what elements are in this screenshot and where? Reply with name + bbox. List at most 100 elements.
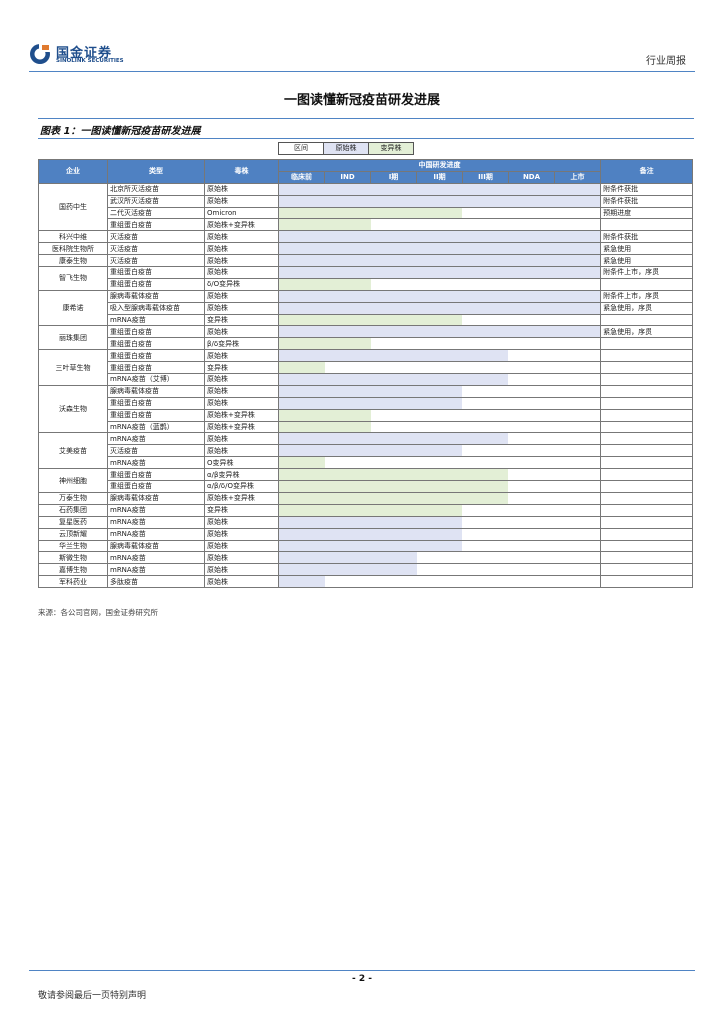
cell-strain: 原始株 bbox=[204, 563, 279, 577]
cell-company: 神州细胞 bbox=[38, 468, 108, 493]
table-row: 万泰生物 腺病毒载体疫苗 原始株+变异株 bbox=[38, 491, 694, 505]
cell-note: 附条件上市，序贯 bbox=[600, 266, 694, 279]
progress-bar bbox=[279, 184, 600, 195]
cell-strain: 原始株 bbox=[204, 182, 279, 196]
cell-progress bbox=[277, 432, 602, 446]
cell-type: 灭活疫苗 bbox=[107, 444, 205, 458]
cell-note bbox=[600, 563, 694, 577]
cell-progress bbox=[277, 277, 602, 291]
progress-bar bbox=[279, 267, 600, 278]
progress-bar bbox=[279, 315, 463, 325]
cell-progress bbox=[277, 539, 602, 553]
cell-progress bbox=[277, 373, 602, 386]
cell-type: 重组蛋白疫苗 bbox=[107, 396, 205, 410]
cell-note bbox=[600, 432, 694, 446]
progress-bar bbox=[279, 338, 371, 349]
cell-progress bbox=[277, 420, 602, 434]
cell-strain: α/β变异株 bbox=[204, 468, 279, 482]
cell-note bbox=[600, 408, 694, 422]
cell-strain: 原始株+变异株 bbox=[204, 420, 279, 434]
cell-company: 国药中生 bbox=[38, 182, 108, 232]
cell-strain: 原始株 bbox=[204, 325, 279, 339]
cell-type: mRNA疫苗 bbox=[107, 527, 205, 541]
cell-strain: β/δ变异株 bbox=[204, 337, 279, 351]
progress-bar bbox=[279, 362, 325, 373]
progress-bar bbox=[279, 279, 371, 290]
progress-bar bbox=[279, 564, 417, 575]
logo-text-cn: 国金证券 bbox=[56, 46, 113, 61]
cell-type: mRNA疫苗 bbox=[107, 563, 205, 577]
cell-type: 重组蛋白疫苗 bbox=[107, 408, 205, 422]
cell-note: 紧急使用，序贯 bbox=[600, 301, 694, 315]
cell-progress bbox=[277, 218, 602, 232]
progress-bar bbox=[279, 493, 509, 504]
cell-note: 紧急使用 bbox=[600, 242, 694, 256]
table-row: 重组蛋白疫苗 α/β/δ/O变异株 bbox=[39, 480, 694, 493]
cell-note bbox=[600, 277, 694, 291]
progress-bar bbox=[279, 243, 600, 254]
cell-strain: 原始株 bbox=[204, 444, 279, 458]
cell-type: mRNA疫苗（艾博） bbox=[107, 373, 205, 386]
header-type: 类型 bbox=[107, 159, 205, 184]
table-row: 重组蛋白疫苗 β/δ变异株 bbox=[39, 337, 694, 351]
progress-bar bbox=[279, 529, 463, 540]
cell-type: 重组蛋白疫苗 bbox=[107, 218, 205, 232]
table-row: 医科院生物所 灭活疫苗 原始株 紧急使用 bbox=[38, 242, 694, 256]
cell-company: 康希诺 bbox=[38, 289, 108, 327]
progress-bar bbox=[279, 469, 509, 480]
cell-note bbox=[600, 396, 694, 410]
cell-note bbox=[600, 361, 694, 375]
cell-note bbox=[600, 456, 694, 470]
cell-strain: 原始株 bbox=[204, 242, 279, 256]
cell-company: 斯微生物 bbox=[38, 551, 108, 565]
cell-note: 附条件上市，序贯 bbox=[600, 289, 694, 303]
cell-type: 腺病毒载体疫苗 bbox=[107, 384, 205, 398]
cell-type: mRNA疫苗 bbox=[107, 503, 205, 517]
cell-strain: 原始株 bbox=[204, 396, 279, 410]
cell-company: 智飞生物 bbox=[38, 266, 108, 291]
cell-company: 云顶新耀 bbox=[38, 527, 108, 541]
progress-bar bbox=[279, 303, 600, 314]
cell-company: 华兰生物 bbox=[38, 539, 108, 553]
header-divider bbox=[29, 71, 695, 72]
progress-bar bbox=[279, 445, 463, 456]
cell-note bbox=[600, 313, 694, 327]
cell-strain: 原始株 bbox=[204, 349, 279, 363]
cell-progress bbox=[277, 337, 602, 351]
cell-progress bbox=[277, 361, 602, 375]
cell-strain: 原始株 bbox=[204, 289, 279, 303]
cell-strain: δ/O变异株 bbox=[204, 277, 279, 291]
progress-bar bbox=[279, 374, 509, 385]
cell-type: 腺病毒载体疫苗 bbox=[107, 491, 205, 505]
cell-progress bbox=[277, 551, 602, 565]
cell-strain: 原始株+变异株 bbox=[204, 408, 279, 422]
cell-progress bbox=[277, 468, 602, 482]
cell-type: 腺病毒载体疫苗 bbox=[107, 289, 205, 303]
cell-strain: 变异株 bbox=[204, 313, 279, 327]
header-stage: IND bbox=[324, 170, 371, 184]
table-row: 丽珠集团 重组蛋白疫苗 原始株 紧急使用，序贯 bbox=[38, 325, 694, 351]
page-number: - 2 - bbox=[352, 974, 372, 984]
cell-progress bbox=[277, 206, 602, 220]
header-stage: I期 bbox=[370, 170, 417, 184]
cell-type: 灭活疫苗 bbox=[107, 230, 205, 244]
cell-type: mRNA疫苗 bbox=[107, 432, 205, 446]
legend-item-original: 原始株 bbox=[324, 143, 369, 154]
table-row: mRNA疫苗（艾博） 原始株 bbox=[39, 373, 694, 386]
cell-strain: 原始株+变异株 bbox=[204, 218, 279, 232]
table-row: 重组蛋白疫苗 变异株 bbox=[39, 361, 694, 375]
cell-progress bbox=[277, 527, 602, 541]
cell-progress bbox=[277, 230, 602, 244]
cell-type: 北京所灭活疫苗 bbox=[107, 182, 205, 196]
cell-strain: 原始株 bbox=[204, 230, 279, 244]
source-note: 来源：各公司官网，国金证券研究所 bbox=[38, 608, 158, 617]
cell-note: 附条件获批 bbox=[600, 230, 694, 244]
progress-bar bbox=[279, 481, 509, 492]
cell-strain: 原始株 bbox=[204, 527, 279, 541]
progress-bar bbox=[279, 386, 463, 397]
progress-bar bbox=[279, 291, 600, 302]
figure-title: 图表 1：一图读懂新冠疫苗研发进展 bbox=[40, 126, 201, 137]
cell-strain: 原始株 bbox=[204, 194, 279, 208]
header-strain: 毒株 bbox=[204, 159, 279, 184]
progress-bar bbox=[279, 505, 463, 516]
